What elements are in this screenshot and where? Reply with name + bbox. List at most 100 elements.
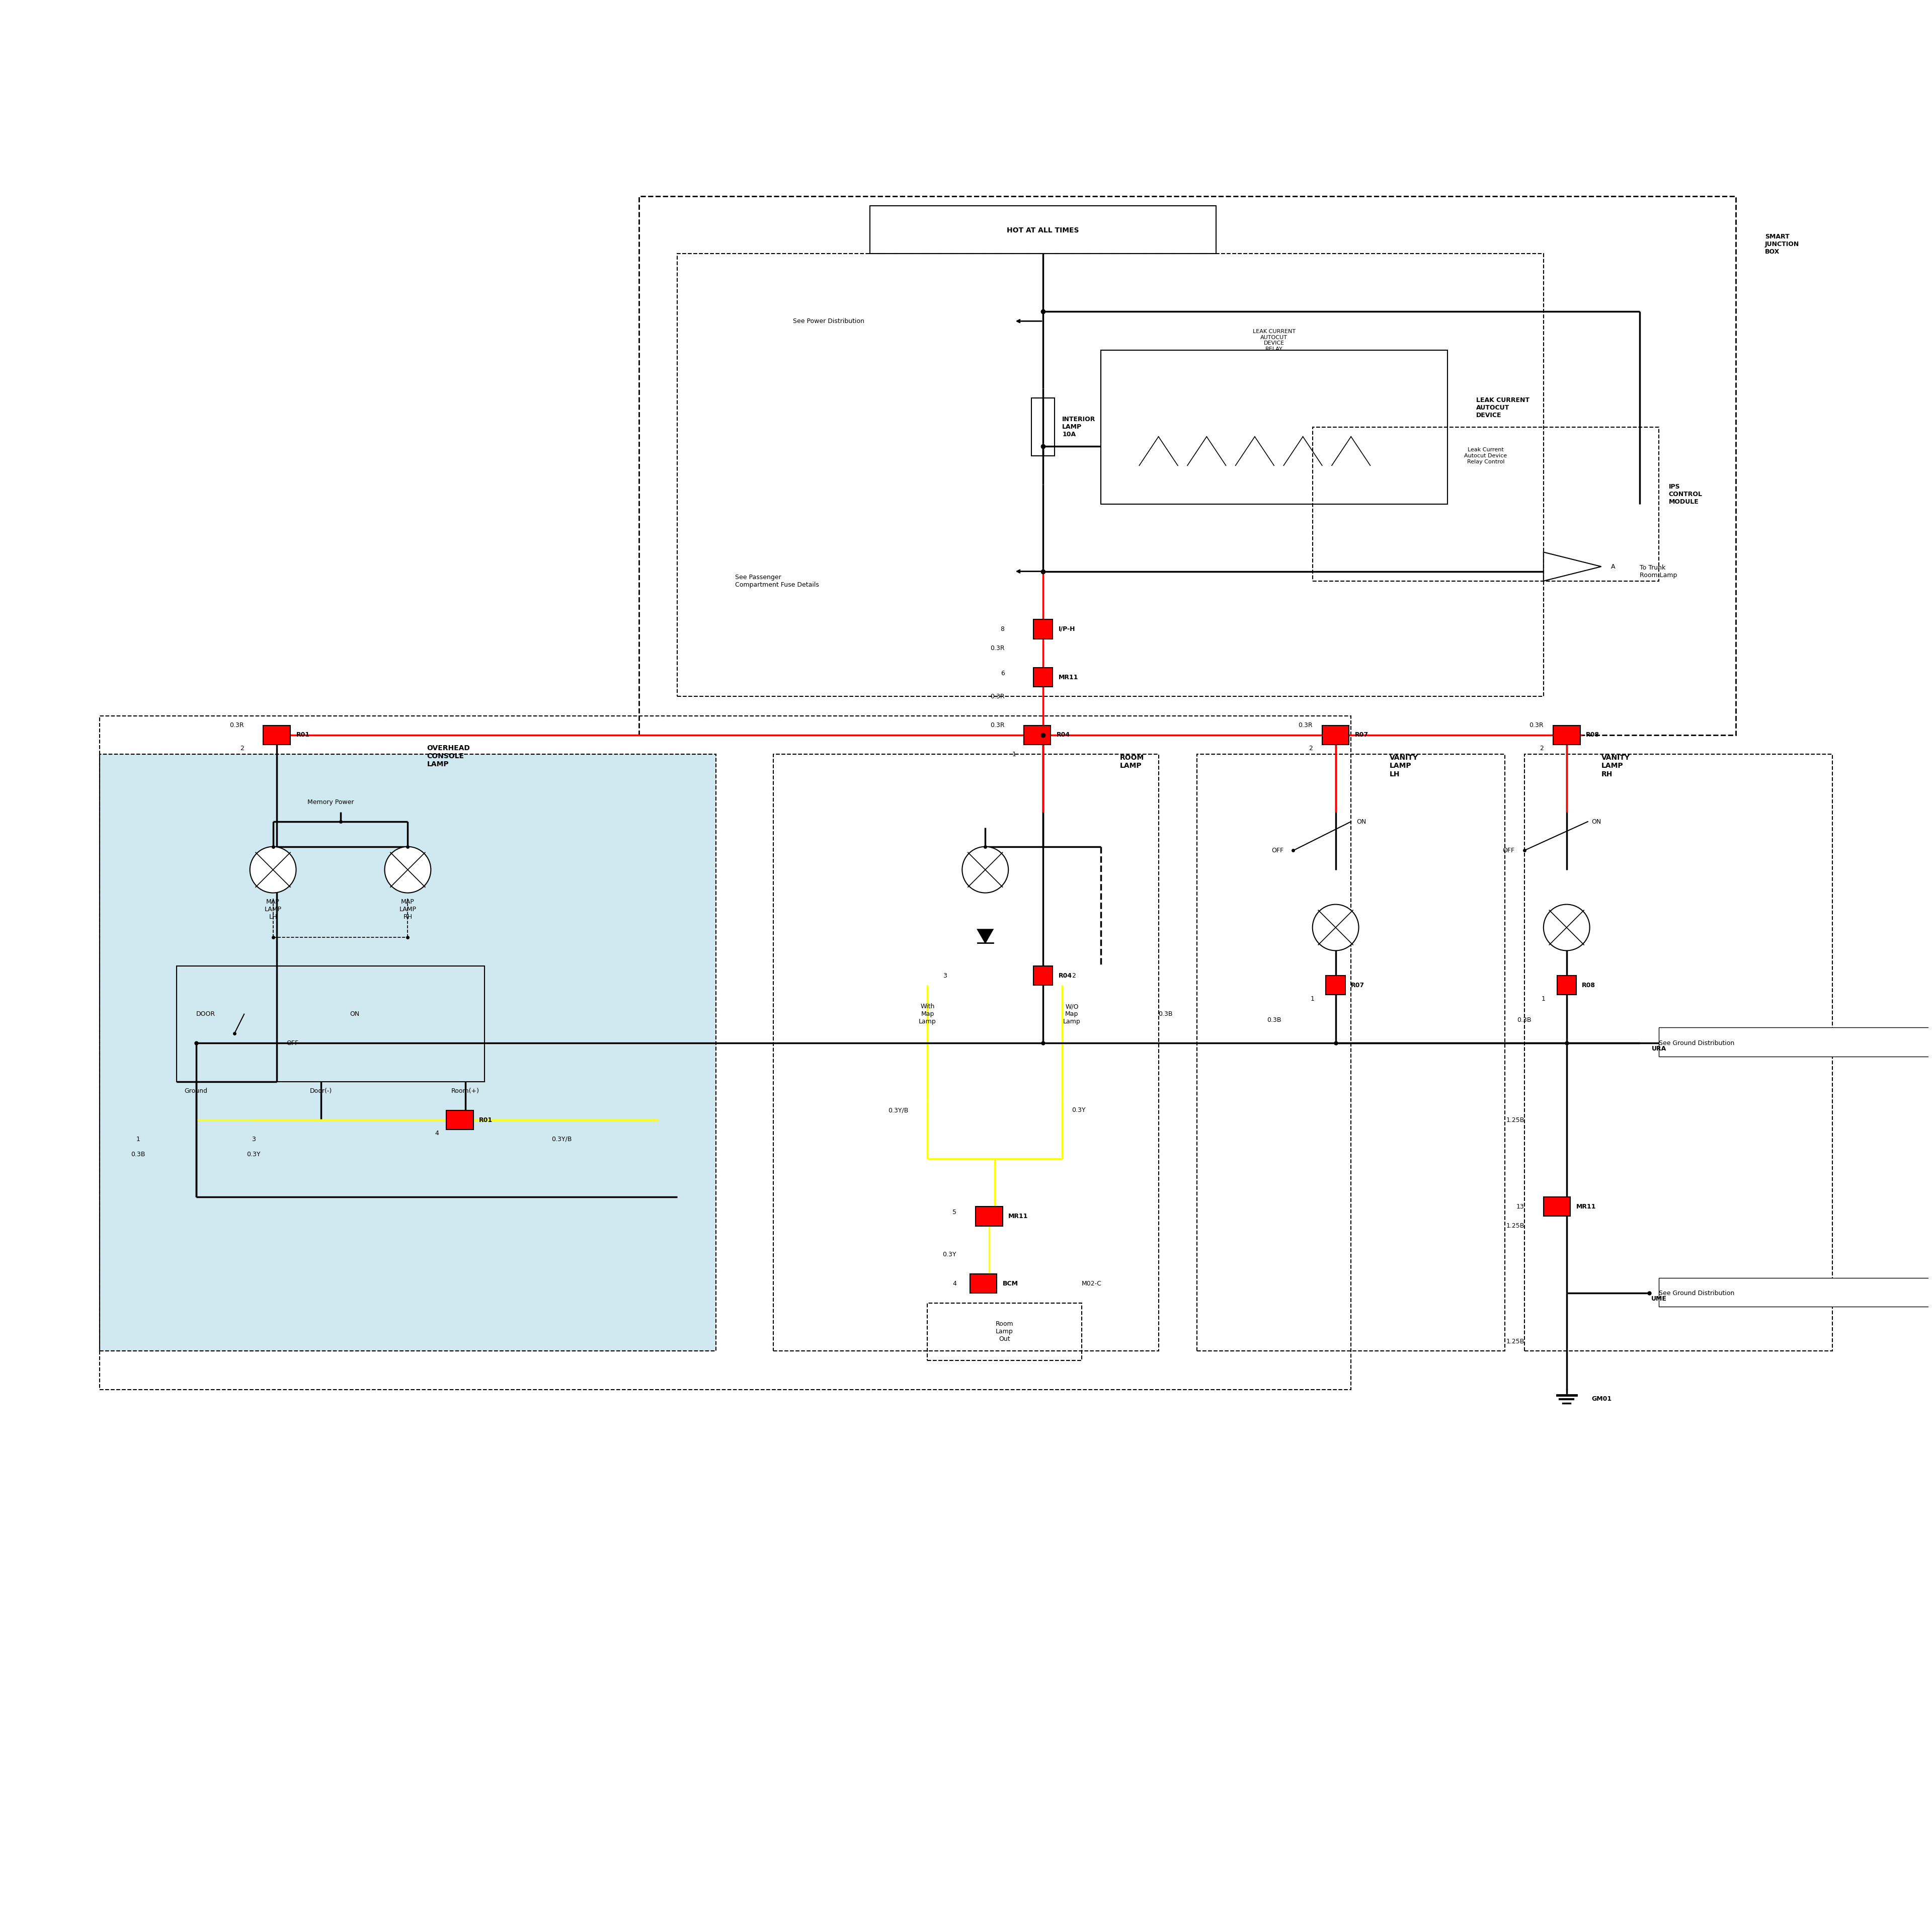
- Text: To Trunk
Room Lamp: To Trunk Room Lamp: [1640, 564, 1677, 578]
- Text: 3: 3: [251, 1136, 255, 1142]
- Bar: [1101, 350, 1447, 504]
- Text: 4: 4: [952, 1281, 956, 1287]
- Text: ON: ON: [350, 1010, 359, 1018]
- Bar: [1034, 620, 1053, 639]
- Bar: [970, 1273, 997, 1293]
- Text: Memory Power: Memory Power: [307, 800, 354, 806]
- Text: 1.25B: 1.25B: [1505, 1339, 1524, 1345]
- Text: 3: 3: [943, 972, 947, 980]
- Text: A: A: [1611, 564, 1615, 570]
- Text: 1: 1: [1012, 752, 1016, 757]
- Text: Leak Current
Autocut Device
Relay Control: Leak Current Autocut Device Relay Contro…: [1464, 448, 1507, 464]
- Bar: [263, 725, 290, 744]
- Text: BCM: BCM: [1003, 1281, 1018, 1287]
- Text: See Passenger
Compartment Fuse Details: See Passenger Compartment Fuse Details: [734, 574, 819, 587]
- Text: UME: UME: [1652, 1296, 1667, 1302]
- Text: W/O
Map
Lamp: W/O Map Lamp: [1063, 1003, 1080, 1026]
- Text: R08: R08: [1586, 732, 1600, 738]
- Text: Room(+): Room(+): [452, 1088, 479, 1094]
- Text: 1.25B: 1.25B: [1505, 1223, 1524, 1229]
- Polygon shape: [978, 929, 993, 943]
- Text: SMART
JUNCTION
BOX: SMART JUNCTION BOX: [1764, 234, 1799, 255]
- Text: ON: ON: [1592, 819, 1602, 825]
- Bar: [1198, 753, 1505, 1350]
- Text: 2: 2: [1540, 746, 1544, 752]
- Text: R07: R07: [1350, 981, 1364, 989]
- Circle shape: [384, 846, 431, 893]
- Bar: [927, 1302, 1082, 1360]
- Text: INTERIOR
LAMP
10A: INTERIOR LAMP 10A: [1063, 415, 1095, 439]
- Text: 1: 1: [137, 1136, 141, 1142]
- Text: R07: R07: [1354, 732, 1368, 738]
- Circle shape: [1544, 904, 1590, 951]
- Text: VANITY
LAMP
LH: VANITY LAMP LH: [1389, 753, 1418, 777]
- Text: 2: 2: [1072, 972, 1076, 980]
- Circle shape: [1312, 904, 1358, 951]
- Text: 0.3Y: 0.3Y: [247, 1151, 261, 1157]
- Bar: [1312, 427, 1660, 582]
- Text: 1: 1: [1310, 995, 1314, 1003]
- Bar: [446, 1111, 473, 1130]
- Text: 6: 6: [1001, 670, 1005, 676]
- Text: MAP
LAMP
RH: MAP LAMP RH: [400, 898, 415, 920]
- Text: R04: R04: [1059, 972, 1072, 980]
- Text: 2: 2: [240, 746, 243, 752]
- Text: MR11: MR11: [1059, 674, 1078, 680]
- Text: OFF: OFF: [1271, 848, 1283, 854]
- Text: MAP
LAMP
LH: MAP LAMP LH: [265, 898, 282, 920]
- Text: VANITY
LAMP
RH: VANITY LAMP RH: [1602, 753, 1631, 777]
- Bar: [976, 1208, 1003, 1227]
- Text: 0.3R: 0.3R: [230, 723, 243, 728]
- Bar: [1034, 966, 1053, 985]
- Bar: [176, 966, 485, 1082]
- Text: IPS
CONTROL
MODULE: IPS CONTROL MODULE: [1669, 483, 1702, 504]
- Bar: [1553, 725, 1580, 744]
- Text: R04: R04: [1057, 732, 1070, 738]
- Text: 1.25B: 1.25B: [1505, 1117, 1524, 1122]
- Bar: [678, 253, 1544, 697]
- Text: ON: ON: [1356, 819, 1366, 825]
- Text: 0.3R: 0.3R: [1298, 723, 1312, 728]
- Text: 0.3B: 0.3B: [1267, 1016, 1281, 1024]
- Bar: [100, 753, 715, 1350]
- Text: OFF: OFF: [1503, 848, 1515, 854]
- Text: 8: 8: [1001, 626, 1005, 632]
- Text: 0.3B: 0.3B: [131, 1151, 145, 1157]
- Bar: [1325, 976, 1345, 995]
- Text: MR11: MR11: [1577, 1204, 1596, 1209]
- Bar: [639, 195, 1737, 734]
- Bar: [1660, 1028, 1932, 1057]
- Text: I/P-H: I/P-H: [1059, 626, 1076, 632]
- Text: 0.3R: 0.3R: [989, 645, 1005, 651]
- Text: Ground: Ground: [184, 1088, 207, 1094]
- Text: Room
Lamp
Out: Room Lamp Out: [995, 1321, 1014, 1343]
- Text: GM01: GM01: [1592, 1395, 1611, 1403]
- Bar: [1032, 398, 1055, 456]
- Text: 0.3Y/B: 0.3Y/B: [889, 1107, 908, 1113]
- Text: 5: 5: [952, 1209, 956, 1215]
- Text: R01: R01: [479, 1117, 493, 1122]
- Text: See Ground Distribution: See Ground Distribution: [1660, 1291, 1735, 1296]
- Text: 4: 4: [435, 1130, 439, 1136]
- Text: OFF: OFF: [286, 1039, 298, 1047]
- Bar: [869, 205, 1217, 253]
- Text: 0.3R: 0.3R: [989, 723, 1005, 728]
- Text: R08: R08: [1582, 981, 1596, 989]
- Bar: [1024, 725, 1051, 744]
- Text: Door(-): Door(-): [309, 1088, 332, 1094]
- Text: M02-C: M02-C: [1082, 1281, 1101, 1287]
- Circle shape: [249, 846, 296, 893]
- Text: See Ground Distribution: See Ground Distribution: [1660, 1039, 1735, 1047]
- Bar: [100, 715, 1350, 1389]
- Bar: [773, 753, 1159, 1350]
- Text: 0.3R: 0.3R: [989, 694, 1005, 699]
- Text: 0.3Y: 0.3Y: [1072, 1107, 1086, 1113]
- Text: LEAK CURRENT
AUTOCUT
DEVICE
RELAY: LEAK CURRENT AUTOCUT DEVICE RELAY: [1252, 328, 1296, 352]
- Circle shape: [962, 846, 1009, 893]
- Text: 2: 2: [1308, 746, 1312, 752]
- Bar: [1557, 976, 1577, 995]
- Text: DOOR: DOOR: [195, 1010, 214, 1018]
- Text: With
Map
Lamp: With Map Lamp: [920, 1003, 937, 1026]
- Text: 0.3B: 0.3B: [1159, 1010, 1173, 1018]
- Text: URA: URA: [1652, 1045, 1667, 1053]
